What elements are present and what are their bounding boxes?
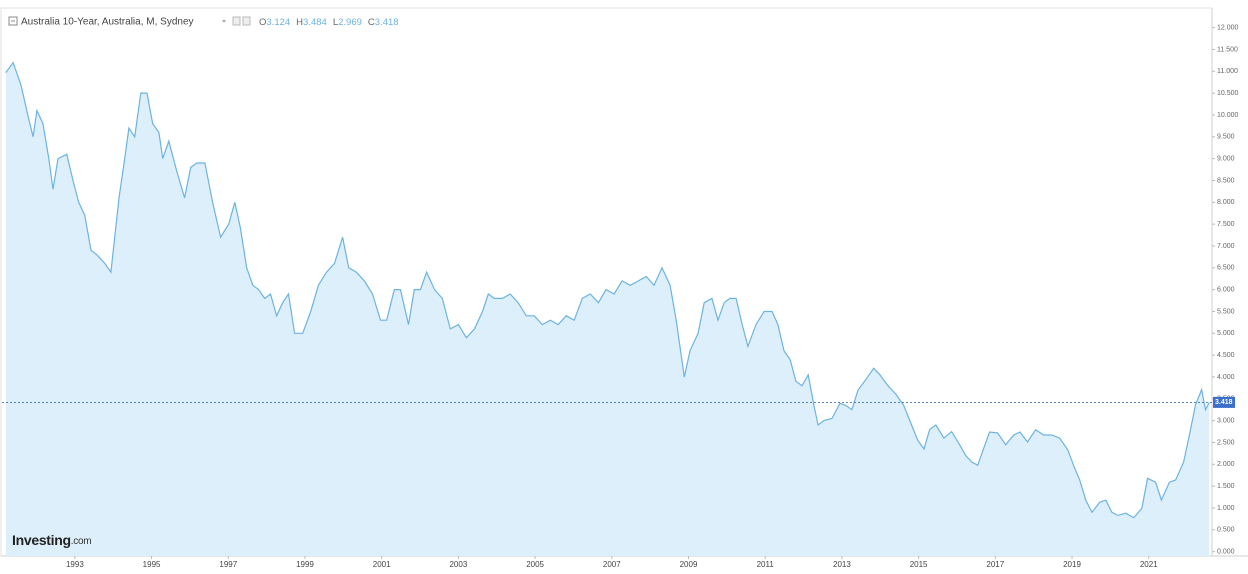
y-tick-label: 2.500 [1217, 439, 1235, 446]
ohlc-value: 3.484 [303, 17, 327, 28]
price-label: 3.418 [1215, 399, 1233, 406]
area [5, 62, 1210, 556]
y-tick-label: 10.500 [1217, 90, 1239, 97]
x-tick-label: 2021 [1140, 560, 1158, 569]
y-tick-label: 4.500 [1217, 352, 1235, 359]
chart-title: Australia 10-Year, Australia, M, Sydney [21, 17, 194, 28]
brand: Investing.com [12, 532, 91, 548]
ohlc-letter: C [368, 17, 375, 28]
ohlc-value: 3.124 [266, 17, 290, 28]
x-tick-label: 2017 [986, 560, 1004, 569]
x-tick-label: 1993 [66, 560, 84, 569]
y-tick-label: 9.000 [1217, 155, 1235, 162]
x-tick-label: 2019 [1063, 560, 1081, 569]
y-tick-label: 5.000 [1217, 330, 1235, 337]
ohlc-value: 3.418 [375, 17, 399, 28]
x-tick-label: 2001 [373, 560, 391, 569]
plot-area [2, 61, 1212, 556]
y-tick-label: 4.000 [1217, 374, 1235, 381]
x-tick-label: 2013 [833, 560, 851, 569]
x-tick-label: 1997 [219, 560, 237, 569]
price-label-bg [1213, 396, 1235, 408]
y-tick-label: 6.000 [1217, 286, 1235, 293]
x-tick-label: 2007 [603, 560, 621, 569]
y-tick-label: 5.500 [1217, 308, 1235, 315]
y-tick-label: 3.000 [1217, 417, 1235, 424]
x-tick-label: 2009 [680, 560, 698, 569]
y-tick-label: 11.500 [1217, 46, 1238, 53]
y-tick-label: 0.000 [1217, 548, 1235, 555]
line [5, 61, 1210, 519]
settings-icon[interactable] [232, 16, 241, 26]
brand-name: Investing [12, 532, 71, 548]
axes: 0.0000.5001.0001.5002.0002.5003.0003.500… [66, 24, 1239, 569]
collapse-icon[interactable] [8, 16, 18, 26]
y-tick-label: 9.500 [1217, 134, 1235, 141]
y-tick-label: 11.000 [1217, 68, 1238, 75]
x-tick-label: 1999 [296, 560, 314, 569]
x-tick-label: 2015 [910, 560, 928, 569]
x-tick-label: 2005 [526, 560, 544, 569]
x-tick-label: 1995 [143, 560, 161, 569]
brand-suffix: .com [71, 536, 91, 547]
ohlc-legend: O3.124 H3.484 L2.969 C3.418 [259, 17, 399, 28]
y-tick-label: 10.000 [1217, 112, 1239, 119]
y-tick-label: 12.000 [1217, 24, 1239, 31]
y-tick-label: 8.000 [1217, 199, 1235, 206]
y-tick-label: 8.500 [1217, 177, 1235, 184]
y-tick-label: 7.000 [1217, 243, 1235, 250]
dropdown-icon[interactable] [222, 20, 226, 23]
ohlc-letter: L [333, 17, 338, 28]
ohlc-value: 2.969 [338, 17, 362, 28]
ohlc-letter: H [296, 17, 303, 28]
ohlc-letter: O [259, 17, 266, 28]
y-tick-label: 0.500 [1217, 527, 1235, 534]
ohlc-text: O3.124 H3.484 L2.969 C3.418 [259, 17, 399, 28]
y-tick-label: 1.000 [1217, 505, 1235, 512]
settings-icon[interactable] [242, 16, 251, 26]
y-tick-label: 2.000 [1217, 461, 1235, 468]
y-tick-label: 6.500 [1217, 265, 1235, 272]
y-tick-label: 7.500 [1217, 221, 1235, 228]
y-tick-label: 1.500 [1217, 483, 1235, 490]
x-tick-label: 2003 [449, 560, 467, 569]
x-tick-label: 2011 [757, 560, 775, 569]
